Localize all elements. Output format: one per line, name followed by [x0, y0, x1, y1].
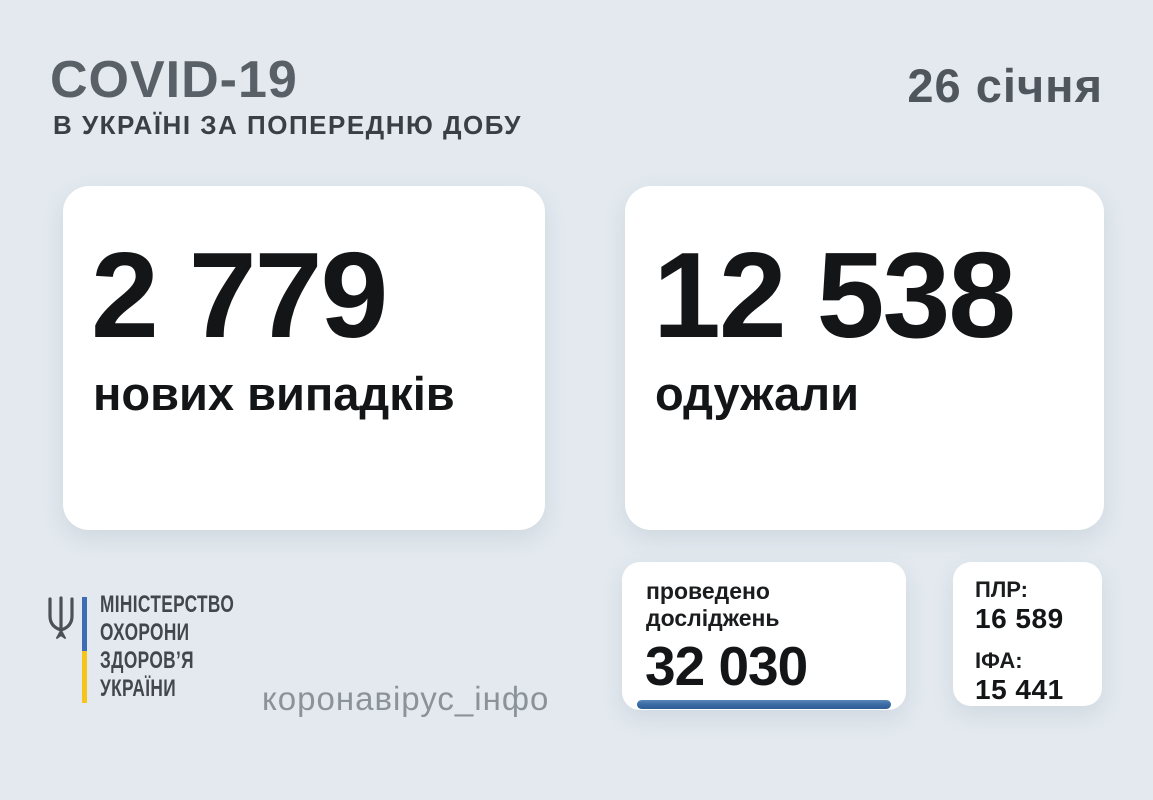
- lab-tests-card: ПЛР: 16 589 ІФА: 15 441: [953, 562, 1102, 706]
- report-date: 26 січня: [907, 59, 1103, 112]
- tests-label-line1: проведено: [646, 578, 770, 604]
- ifa-label: ІФА:: [975, 647, 1023, 673]
- social-handle: коронавірус_інфо: [262, 680, 550, 717]
- ministry-line: УКРАЇНИ: [100, 675, 176, 702]
- ministry-line: ОХОРОНИ: [100, 619, 190, 646]
- new-cases-card: 2 779 нових випадків: [63, 186, 545, 530]
- new-cases-label: нових випадків: [93, 367, 455, 420]
- trident-icon: [45, 596, 77, 647]
- ministry-line: МІНІСТЕРСТВО: [100, 591, 235, 618]
- page-title: COVID-19: [50, 51, 298, 109]
- lab-tests-block: ПЛР: 16 589 ІФА: 15 441: [975, 576, 1064, 720]
- plr-value: 16 589: [975, 603, 1064, 635]
- tests-label-line2: досліджень: [646, 605, 780, 632]
- tests-label: проведено досліджень: [646, 578, 780, 632]
- tests-card: проведено досліджень 32 030: [622, 562, 906, 710]
- plr-label: ПЛР:: [975, 577, 1028, 602]
- recovered-value: 12 538: [653, 227, 1016, 363]
- new-cases-value: 2 779: [91, 227, 388, 363]
- recovered-label: одужали: [655, 367, 859, 420]
- recovered-card: 12 538 одужали: [625, 186, 1104, 530]
- flag-divider-bar: [82, 597, 87, 703]
- ministry-name: МІНІСТЕРСТВО ОХОРОНИ ЗДОРОВ’Я УКРАЇНИ: [100, 591, 234, 703]
- accent-bar: [637, 700, 891, 709]
- ifa-value: 15 441: [975, 674, 1064, 706]
- ministry-line: ЗДОРОВ’Я: [100, 647, 194, 674]
- page-subtitle: В УКРАЇНІ ЗА ПОПЕРЕДНЮ ДОБУ: [53, 110, 522, 140]
- tests-value: 32 030: [645, 635, 808, 697]
